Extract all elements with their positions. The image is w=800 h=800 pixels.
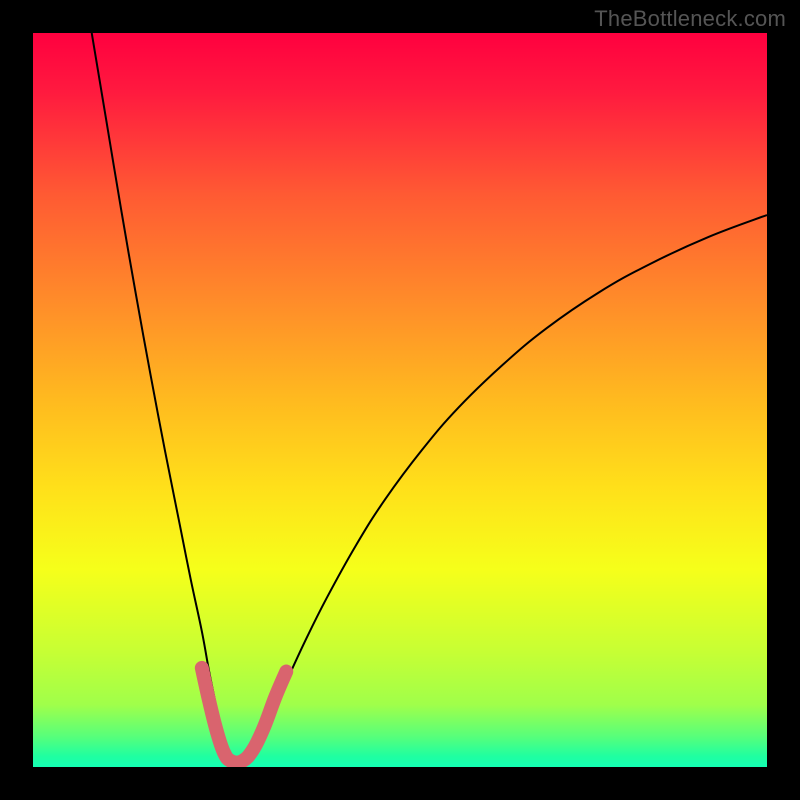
watermark-text: TheBottleneck.com bbox=[594, 6, 786, 32]
chart-container: TheBottleneck.com bbox=[0, 0, 800, 800]
plot-area bbox=[33, 33, 767, 767]
gradient-background bbox=[33, 33, 767, 767]
chart-svg bbox=[33, 33, 767, 767]
